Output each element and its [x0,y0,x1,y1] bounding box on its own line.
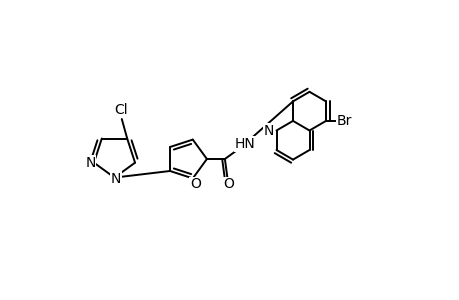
Text: Br: Br [336,114,351,128]
Text: O: O [223,178,234,191]
Text: N: N [85,156,95,170]
Text: N: N [263,124,274,137]
Text: Cl: Cl [114,103,128,117]
Text: HN: HN [234,137,255,151]
Text: N: N [111,172,121,186]
Text: O: O [190,177,200,191]
